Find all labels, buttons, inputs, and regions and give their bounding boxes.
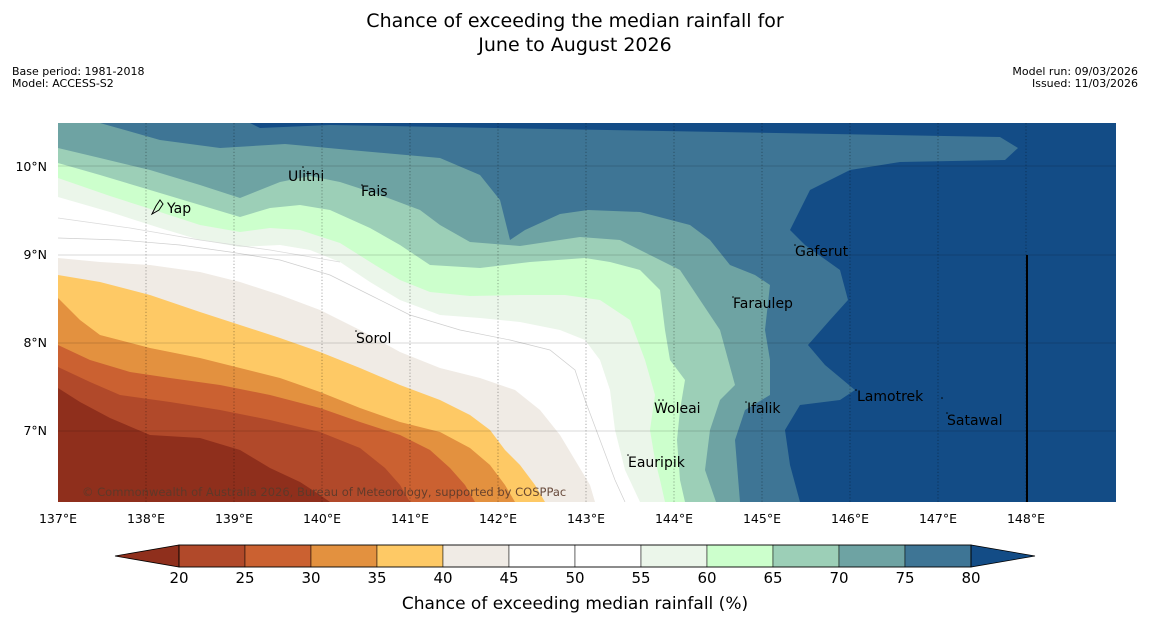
place-gaferut: Gaferut <box>795 244 849 260</box>
colorbar-bin <box>706 544 774 568</box>
place-faraulep: Faraulep <box>733 296 793 312</box>
colorbar-tick-label: 20 <box>169 569 188 587</box>
colorbar-tick-label: 70 <box>829 569 848 587</box>
place-yap: Yap <box>166 201 191 217</box>
colorbar-bin <box>442 544 510 568</box>
colorbar-tick-label: 25 <box>235 569 254 587</box>
place-sorol: Sorol <box>356 331 391 347</box>
lon-label: 144°E <box>655 511 693 526</box>
lat-label: 10°N <box>15 159 47 174</box>
place-eauripik: Eauripik <box>628 455 686 471</box>
colorbar-label: Chance of exceeding median rainfall (%) <box>401 594 749 614</box>
lat-label: 8°N <box>23 335 47 350</box>
colorbar-tick-label: 30 <box>301 569 320 587</box>
lon-label: 145°E <box>743 511 781 526</box>
lon-label: 146°E <box>831 511 869 526</box>
model-name: Model: ACCESS-S2 <box>12 77 114 90</box>
colorbar-bin <box>244 544 312 568</box>
place-fais: Fais <box>361 184 388 200</box>
colorbar-tick-label: 50 <box>565 569 584 587</box>
colorbar: 20 25 30 35 40 45 50 55 60 65 70 75 80 <box>114 544 1036 587</box>
base-period: Base period: 1981-2018 <box>12 65 145 78</box>
colorbar-bin <box>178 544 246 568</box>
place-ifalik: Ifalik <box>747 401 781 417</box>
colorbar-tick-label: 45 <box>499 569 518 587</box>
colorbar-tick-label: 55 <box>631 569 650 587</box>
lon-label: 139°E <box>215 511 253 526</box>
lon-axis-labels: 137°E 138°E 139°E 140°E 141°E 142°E 143°… <box>39 511 1045 526</box>
lon-label: 138°E <box>127 511 165 526</box>
yap-island-shape <box>150 199 164 216</box>
colorbar-extend-low <box>114 544 180 568</box>
contour-below-20 <box>58 388 330 502</box>
island-dots <box>302 166 948 456</box>
lon-label: 137°E <box>39 511 77 526</box>
colorbar-tick-label: 35 <box>367 569 386 587</box>
chart-title-line2: June to August 2026 <box>478 34 672 56</box>
colorbar-tick-label: 75 <box>895 569 914 587</box>
meta-left: Base period: 1981-2018 Model: ACCESS-S2 <box>12 66 144 90</box>
colorbar-bin <box>640 544 708 568</box>
lon-label: 142°E <box>479 511 517 526</box>
lat-label: 7°N <box>23 423 47 438</box>
lat-label: 9°N <box>23 247 47 262</box>
lon-label: 143°E <box>567 511 605 526</box>
colorbar-bin <box>310 544 378 568</box>
colorbar-bin <box>904 544 972 568</box>
colorbar-tick-label: 80 <box>961 569 980 587</box>
lon-label: 140°E <box>303 511 341 526</box>
colorbar-bin <box>838 544 906 568</box>
meta-right: Model run: 09/03/2026 Issued: 11/03/2026 <box>1012 66 1138 90</box>
map-contours <box>58 123 1116 502</box>
lon-label: 141°E <box>391 511 429 526</box>
colorbar-tick-label: 60 <box>697 569 716 587</box>
place-lamotrek: Lamotrek <box>857 389 924 405</box>
colorbar-bin <box>508 544 576 568</box>
colorbar-bin <box>376 544 444 568</box>
colorbar-tick-label: 65 <box>763 569 782 587</box>
colorbar-bin <box>772 544 840 568</box>
colorbar-extend-high <box>970 544 1036 568</box>
lon-label: 147°E <box>919 511 957 526</box>
issued-date: Issued: 11/03/2026 <box>1031 77 1138 90</box>
colorbar-tick-label: 40 <box>433 569 452 587</box>
model-run: Model run: 09/03/2026 <box>1012 65 1138 78</box>
copyright-text: © Commonwealth of Australia 2026, Bureau… <box>82 485 566 499</box>
place-ulithi: Ulithi <box>288 169 324 185</box>
colorbar-bin <box>574 544 642 568</box>
lon-label: 148°E <box>1007 511 1045 526</box>
place-woleai: Woleai <box>654 401 701 417</box>
place-satawal: Satawal <box>947 413 1002 429</box>
chart-title-line1: Chance of exceeding the median rainfall … <box>366 10 784 32</box>
lat-axis-labels: 10°N 9°N 8°N 7°N <box>15 159 47 438</box>
